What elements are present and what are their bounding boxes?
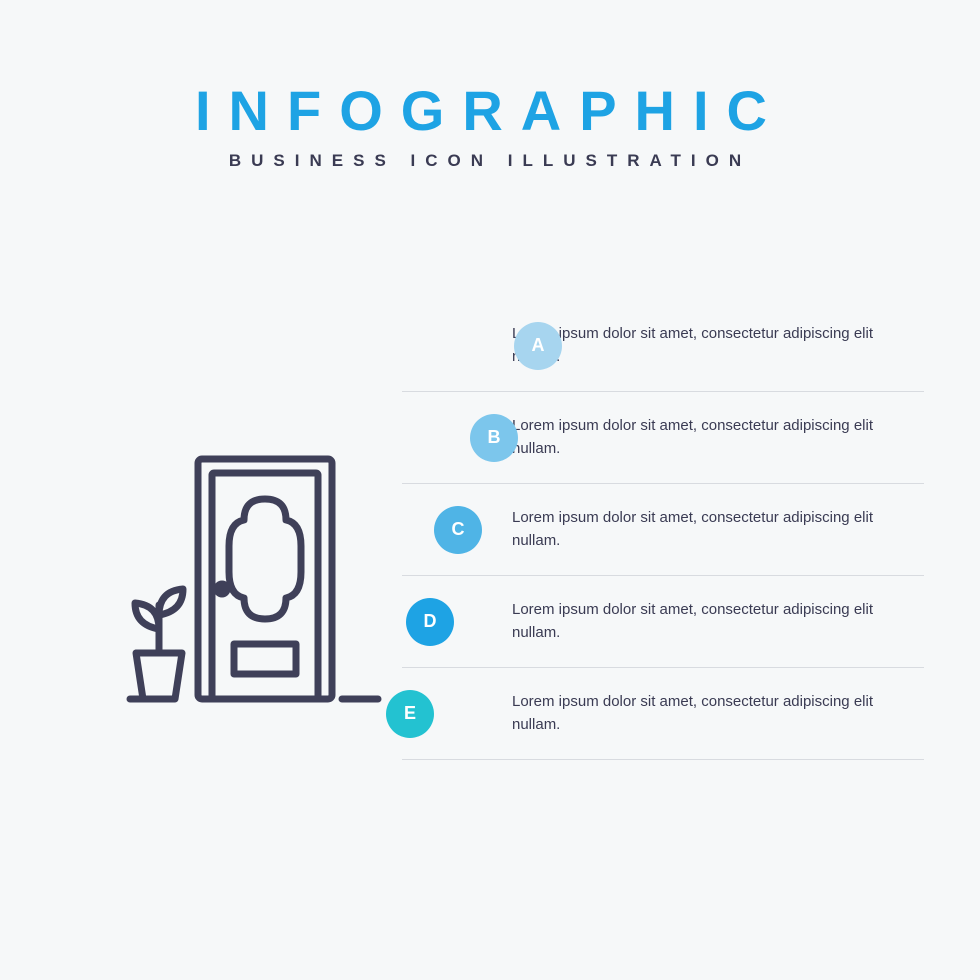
- page-title: INFOGRAPHIC: [0, 78, 980, 143]
- step-a-text: Lorem ipsum dolor sit amet, consectetur …: [512, 322, 924, 369]
- bullet-d: D: [406, 598, 454, 646]
- bullet-a: A: [514, 322, 562, 370]
- bullet-c: C: [434, 506, 482, 554]
- step-e: E Lorem ipsum dolor sit amet, consectetu…: [402, 668, 924, 760]
- steps-list: A Lorem ipsum dolor sit amet, consectetu…: [402, 300, 924, 760]
- step-c: C Lorem ipsum dolor sit amet, consectetu…: [402, 484, 924, 576]
- bullet-e: E: [386, 690, 434, 738]
- step-c-text: Lorem ipsum dolor sit amet, consectetur …: [512, 506, 924, 553]
- step-b-text: Lorem ipsum dolor sit amet, consectetur …: [512, 414, 924, 461]
- step-d: D Lorem ipsum dolor sit amet, consectetu…: [402, 576, 924, 668]
- step-a: A Lorem ipsum dolor sit amet, consectetu…: [402, 300, 924, 392]
- step-d-text: Lorem ipsum dolor sit amet, consectetur …: [512, 598, 924, 645]
- bullet-b: B: [470, 414, 518, 462]
- page-subtitle: BUSINESS ICON ILLUSTRATION: [0, 151, 980, 171]
- step-e-text: Lorem ipsum dolor sit amet, consectetur …: [512, 690, 924, 737]
- step-b: B Lorem ipsum dolor sit amet, consectetu…: [402, 392, 924, 484]
- header: INFOGRAPHIC BUSINESS ICON ILLUSTRATION: [0, 0, 980, 171]
- door-plant-icon: [90, 455, 390, 715]
